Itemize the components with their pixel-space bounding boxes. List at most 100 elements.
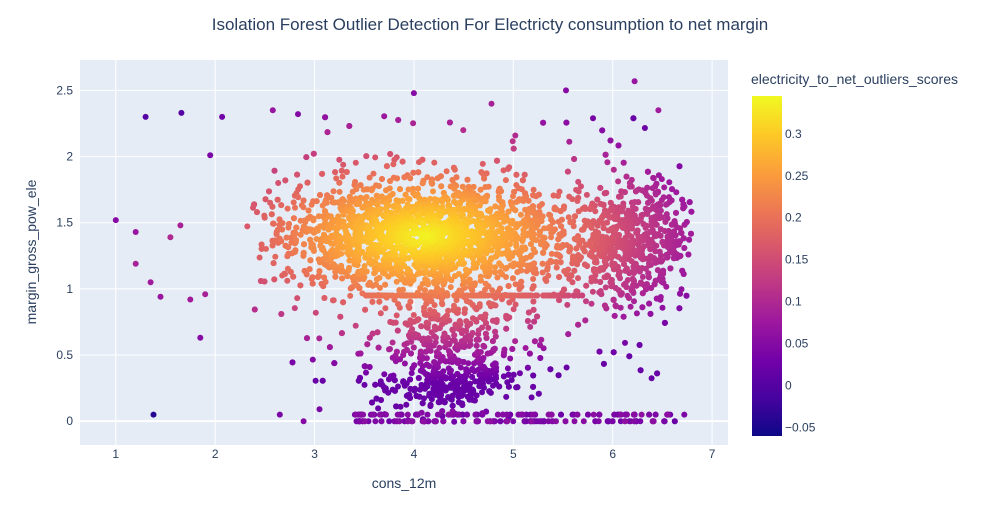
scatter-point <box>466 276 473 283</box>
scatter-point <box>618 411 625 418</box>
scatter-point <box>407 317 414 324</box>
scatter-point <box>408 350 414 357</box>
scatter-point <box>469 374 476 380</box>
scatter-point <box>524 318 531 324</box>
scatter-point <box>680 205 687 212</box>
scatter-point <box>355 243 362 250</box>
scatter-point <box>679 267 686 274</box>
scatter-point <box>686 199 693 206</box>
scatter-point <box>292 230 299 237</box>
scatter-point <box>486 208 493 215</box>
scatter-point <box>601 274 608 281</box>
scatter-point <box>431 359 438 366</box>
scatter-point <box>633 229 640 236</box>
scatter-point <box>673 189 680 196</box>
scatter-point <box>530 306 537 313</box>
scatter-point <box>529 209 536 216</box>
scatter-point <box>480 355 487 361</box>
scatter-point <box>668 221 675 228</box>
scatter-point <box>534 313 541 320</box>
scatter-point <box>421 395 427 402</box>
scatter-point <box>553 418 559 425</box>
scatter-point <box>564 168 571 175</box>
scatter-point <box>317 192 323 198</box>
scatter-point <box>574 411 581 418</box>
scatter-point <box>338 262 345 269</box>
scatter-point <box>375 405 382 412</box>
scatter-point <box>596 411 603 418</box>
scatter-point <box>409 326 416 333</box>
scatter-point <box>425 335 432 342</box>
scatter-point <box>580 418 587 425</box>
scatter-point <box>324 129 331 136</box>
scatter-point <box>512 249 519 256</box>
scatter-point <box>571 235 578 242</box>
scatter-point <box>496 285 503 292</box>
scatter-point <box>656 248 663 255</box>
scatter-point <box>378 418 385 425</box>
scatter-point <box>440 368 447 375</box>
scatter-point <box>258 241 265 248</box>
scatter-point <box>513 171 520 178</box>
scatter-point <box>304 179 311 186</box>
scatter-point <box>503 325 510 332</box>
scatter-point <box>461 386 468 393</box>
scatter-point <box>563 364 570 371</box>
scatter-point <box>516 370 523 377</box>
scatter-point <box>397 356 403 363</box>
scatter-point <box>663 251 670 258</box>
scatter-point <box>415 375 422 381</box>
scatter-point <box>363 268 370 275</box>
scatter-point <box>600 225 607 232</box>
scatter-point <box>374 329 381 336</box>
scatter-point <box>481 175 488 182</box>
scatter-point <box>309 356 316 363</box>
scatter-point <box>309 274 316 281</box>
scatter-point <box>661 319 668 326</box>
scatter-point <box>477 186 484 193</box>
scatter-point <box>366 279 373 286</box>
scatter-point <box>306 266 313 273</box>
scatter-point <box>492 328 499 335</box>
scatter-point <box>583 191 590 198</box>
scatter-point <box>486 388 493 395</box>
scatter-point <box>569 196 576 203</box>
scatter-point <box>623 173 630 180</box>
scatter-point <box>316 268 323 275</box>
scatter-point <box>412 331 419 338</box>
scatter-point <box>433 349 440 356</box>
scatter-point <box>449 402 456 409</box>
scatter-point <box>459 402 466 408</box>
scatter-point <box>319 202 326 209</box>
scatter-point <box>600 360 607 367</box>
scatter-point <box>500 373 507 380</box>
scatter-point <box>629 203 636 210</box>
scatter-point <box>340 299 347 306</box>
scatter-point <box>609 418 616 425</box>
scatter-point <box>644 168 651 175</box>
scatter-point <box>464 332 471 339</box>
scatter-point <box>663 201 669 208</box>
scatter-point <box>581 217 588 224</box>
scatter-point <box>652 277 659 284</box>
scatter-point <box>468 391 475 398</box>
scatter-point <box>352 411 359 418</box>
scatter-point <box>445 365 452 372</box>
scatter-point <box>473 418 480 425</box>
scatter-point <box>346 264 353 271</box>
scatter-point <box>271 167 278 174</box>
scatter-point <box>616 193 622 200</box>
scatter-point <box>571 267 578 274</box>
scatter-point <box>426 392 433 399</box>
scatter-point <box>512 132 519 139</box>
scatter-point <box>440 418 447 425</box>
scatter-point <box>562 418 569 425</box>
scatter-point <box>553 264 560 271</box>
scatter-point <box>512 207 519 214</box>
scatter-point <box>404 418 411 425</box>
scatter-point <box>510 275 516 282</box>
scatter-point <box>357 374 363 381</box>
scatter-point <box>530 283 537 290</box>
scatter-point <box>445 307 452 314</box>
